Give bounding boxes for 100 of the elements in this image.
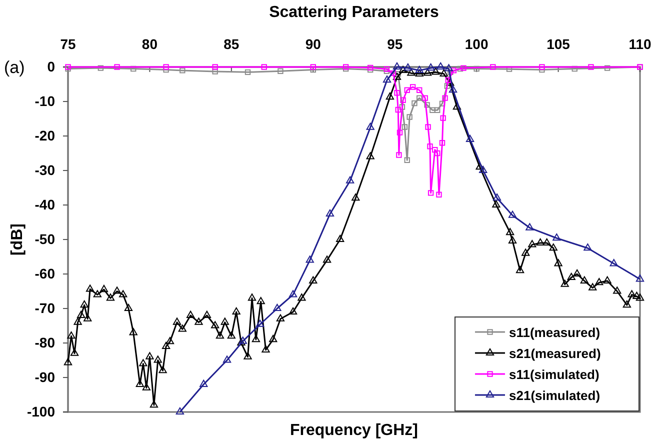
point [584, 244, 592, 251]
point [436, 192, 442, 198]
point [114, 64, 120, 70]
x-tick-label: 75 [60, 36, 76, 52]
point [526, 223, 534, 230]
point [479, 166, 488, 174]
point [424, 102, 430, 108]
y-tick-label: -60 [34, 265, 56, 282]
point [222, 356, 232, 363]
point [212, 68, 218, 74]
point [180, 68, 186, 74]
point [326, 209, 334, 217]
point [212, 64, 218, 70]
x-tick-label: 100 [464, 36, 488, 52]
point [439, 140, 446, 146]
x-tick-label: 85 [224, 36, 240, 52]
point [434, 150, 440, 156]
x-tick-label: 95 [387, 36, 403, 52]
point [436, 62, 445, 70]
point [588, 64, 594, 70]
y-tick-label: -80 [34, 334, 56, 350]
point [400, 97, 406, 103]
y-tick-label: -70 [34, 300, 56, 316]
x-tick-label: 80 [142, 36, 158, 52]
point [450, 68, 457, 74]
point [466, 134, 474, 142]
point [288, 290, 298, 298]
point [444, 83, 450, 89]
x-tick-label: 90 [305, 36, 322, 52]
point [610, 259, 618, 266]
point [426, 63, 435, 71]
point [448, 69, 454, 76]
y-tick-label: -100 [26, 403, 56, 420]
x-tick-label: 110 [628, 36, 652, 52]
point [396, 130, 403, 136]
point [457, 66, 464, 72]
point [256, 320, 264, 327]
point [448, 86, 458, 93]
point [434, 107, 440, 113]
point [508, 210, 517, 218]
legend-label: s11(measured) [509, 325, 600, 340]
point [278, 68, 284, 74]
legend-label: s11(simulated) [509, 367, 600, 382]
point [460, 65, 466, 71]
point [392, 62, 402, 70]
legend-label: s21(measured) [509, 346, 601, 361]
point [539, 64, 545, 70]
point [394, 90, 400, 96]
y-tick-label: -50 [34, 230, 56, 247]
y-tick-label: -10 [34, 92, 56, 109]
legend-label: s21(simulated) [509, 388, 600, 403]
point [427, 144, 433, 150]
point [445, 77, 451, 83]
point [395, 106, 401, 113]
y-tick-label: -20 [34, 127, 56, 144]
point [163, 64, 169, 70]
point [636, 274, 644, 282]
point [273, 304, 282, 312]
point [415, 66, 424, 74]
point [406, 114, 412, 120]
point [416, 87, 422, 93]
y-axis-title: [dB] [9, 224, 26, 256]
point [244, 69, 251, 76]
point [474, 66, 480, 72]
point [310, 64, 316, 70]
point [416, 95, 422, 101]
point [404, 87, 410, 93]
point [404, 63, 412, 71]
point [382, 75, 392, 83]
point [492, 193, 502, 201]
point [402, 124, 408, 130]
point [432, 146, 438, 153]
y-tick-label: -30 [34, 162, 56, 178]
y-tick-label: -90 [34, 368, 56, 385]
text: (a) [4, 58, 25, 77]
point [366, 122, 374, 130]
point [439, 100, 446, 106]
point [430, 107, 436, 113]
point [176, 407, 184, 415]
point [306, 256, 314, 263]
point [442, 95, 448, 101]
point [572, 66, 578, 72]
point [261, 64, 267, 70]
point [428, 190, 434, 196]
point [396, 152, 402, 158]
x-tick-label: 105 [546, 36, 570, 52]
chart-title: Scattering Parameters [269, 4, 440, 21]
y-tick-label: 0 [47, 58, 56, 74]
point [490, 64, 496, 70]
point [422, 95, 428, 101]
point [410, 84, 416, 90]
point [425, 124, 431, 130]
point [440, 115, 446, 121]
point [444, 64, 453, 72]
point [412, 100, 418, 106]
point [552, 234, 561, 241]
x-axis-title: Frequency [GHz] [290, 422, 418, 439]
y-tick-label: -40 [34, 196, 56, 212]
point [390, 70, 396, 76]
point [200, 380, 208, 387]
